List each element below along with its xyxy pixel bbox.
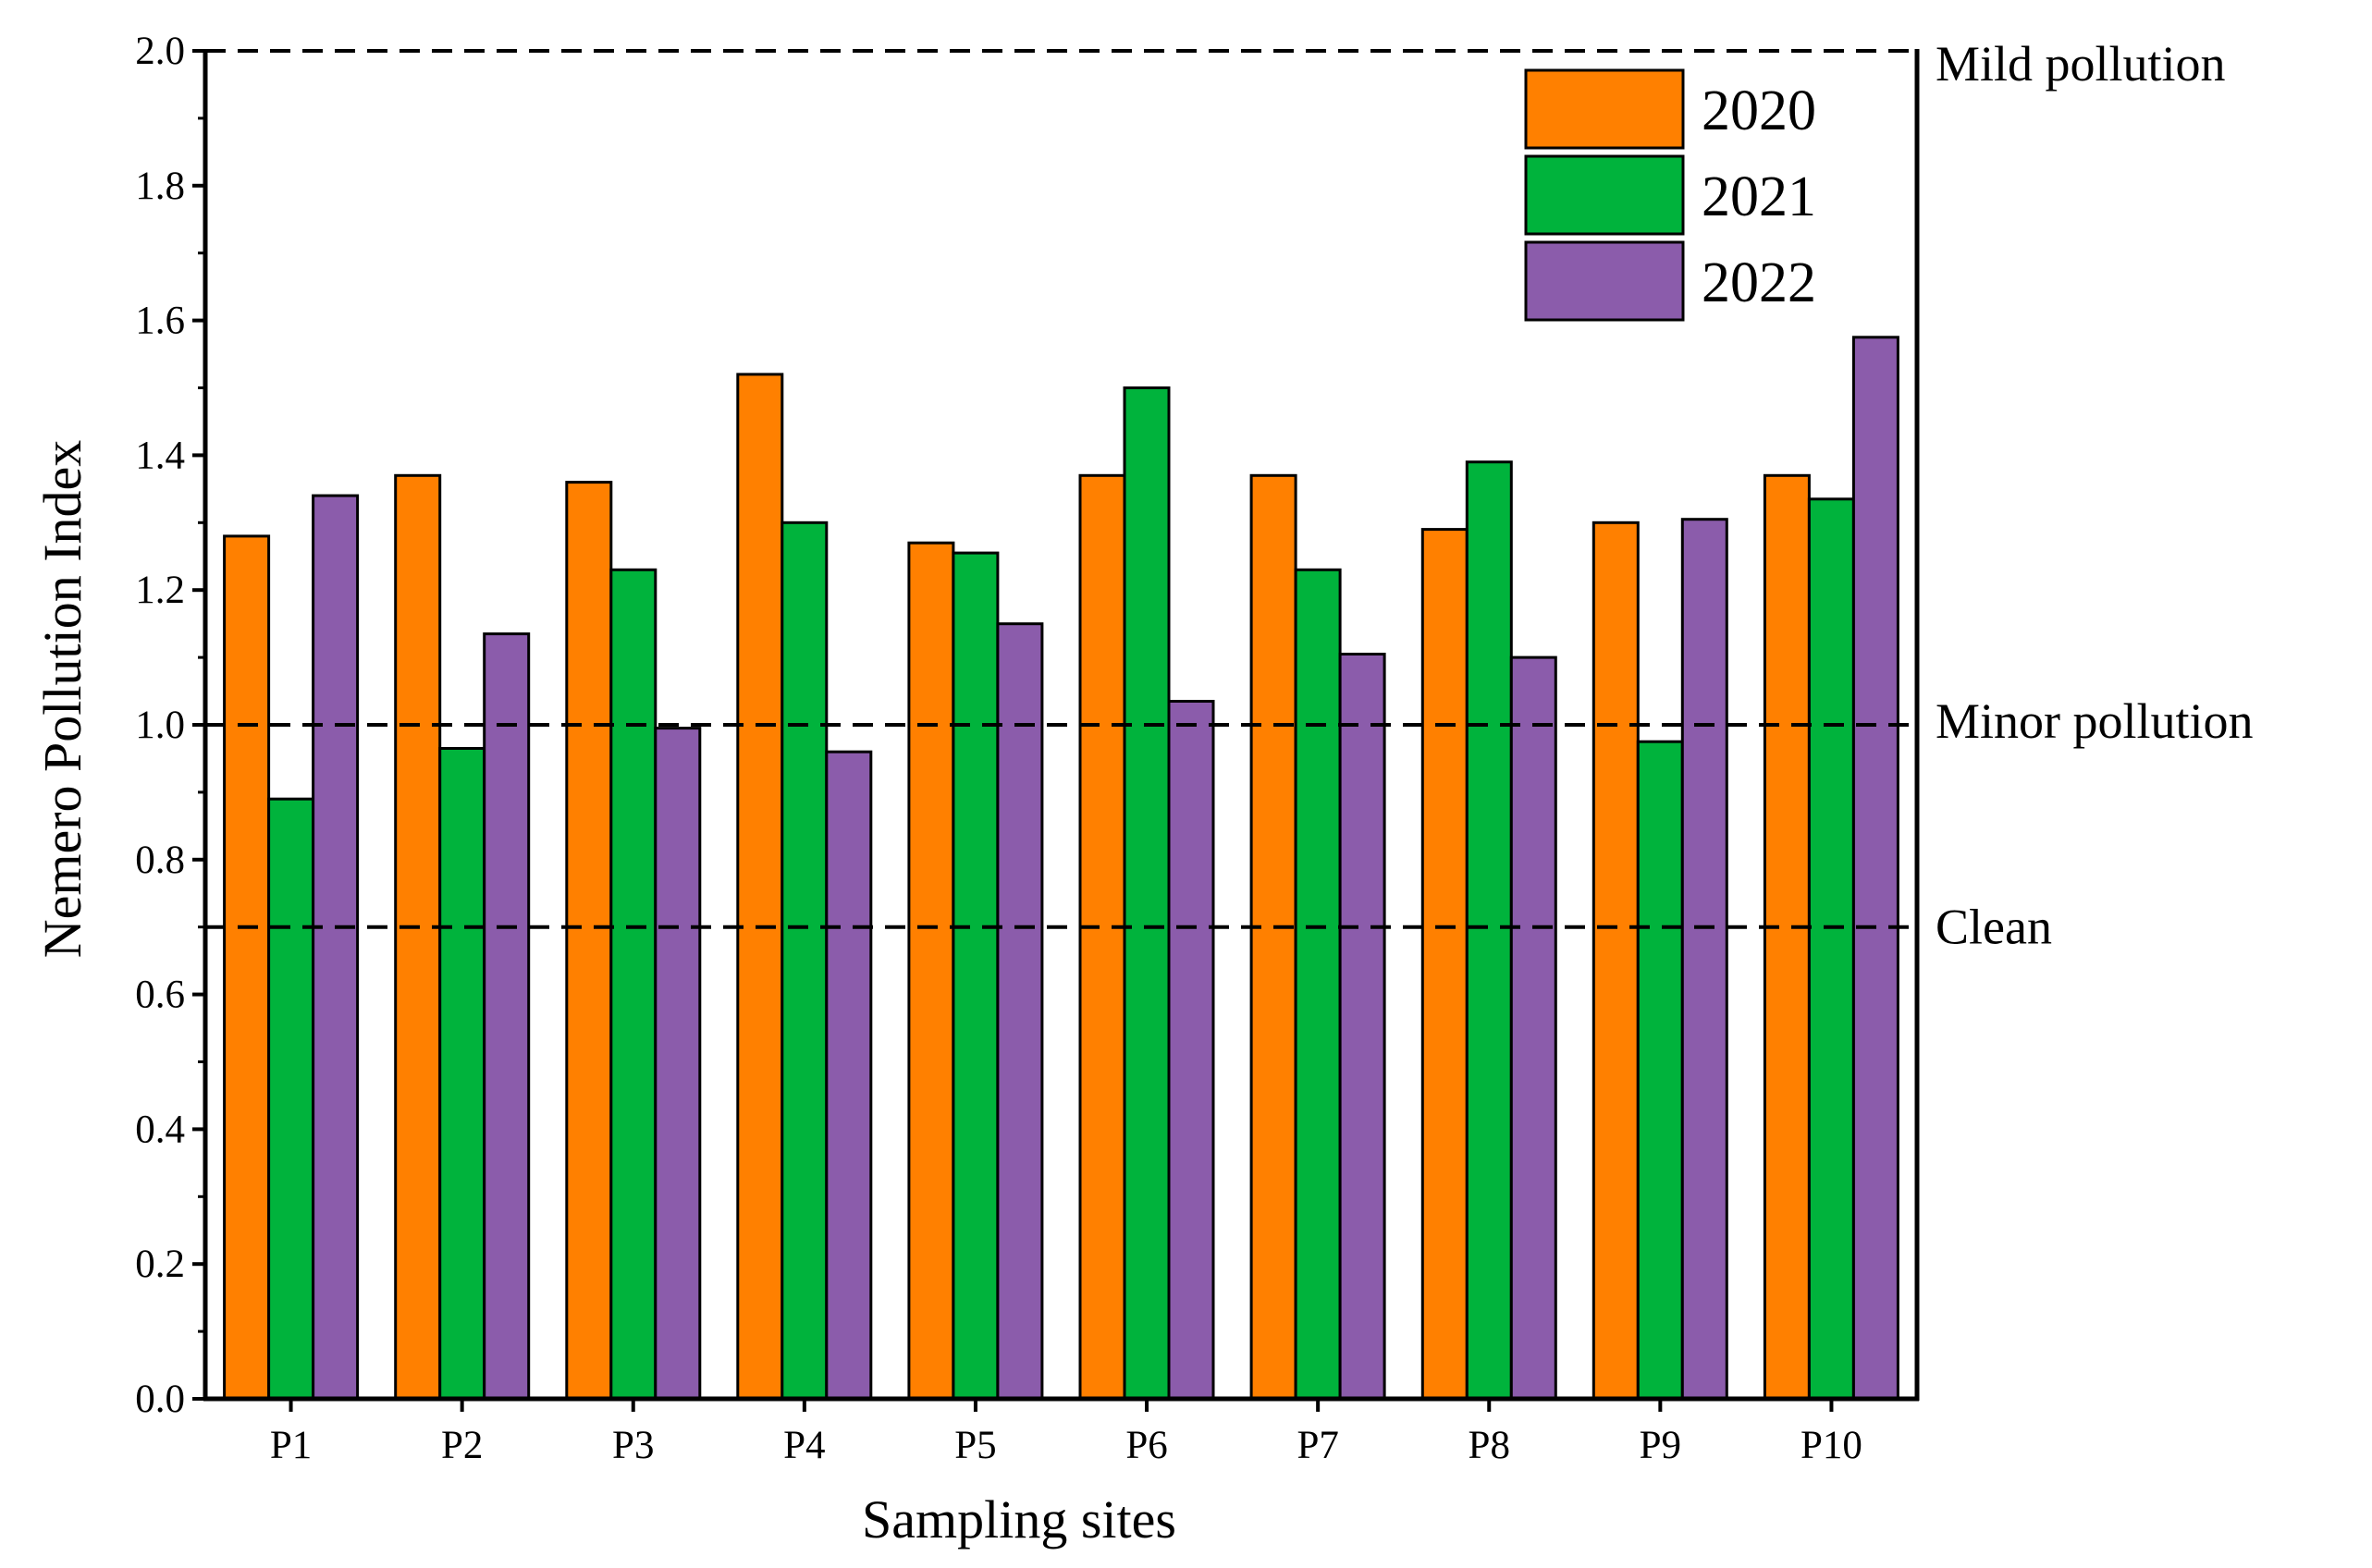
legend: 2020 2021 2022 bbox=[1524, 68, 1816, 322]
bar-2021-P3 bbox=[609, 568, 658, 1401]
bar-2020-P3 bbox=[565, 481, 613, 1401]
bar-2021-P4 bbox=[780, 521, 829, 1401]
x-axis-title: Sampling sites bbox=[862, 1489, 1176, 1550]
x-tick-label: P9 bbox=[1640, 1424, 1681, 1467]
bar-2020-P6 bbox=[1078, 473, 1126, 1401]
legend-label: 2020 bbox=[1702, 80, 1816, 142]
bar-2020-P4 bbox=[736, 373, 784, 1401]
bar-2021-P7 bbox=[1294, 568, 1342, 1401]
bar-2021-P10 bbox=[1807, 497, 1855, 1401]
bar-2022-P10 bbox=[1851, 336, 1899, 1401]
y-tick-label: 0.6 bbox=[135, 974, 185, 1017]
legend-swatch-2020 bbox=[1524, 68, 1685, 150]
bar-2022-P8 bbox=[1509, 655, 1557, 1401]
y-tick-label: 0.8 bbox=[135, 839, 185, 882]
reference-lines-group: Mild pollution Minor pollution Clean bbox=[205, 36, 2254, 955]
y-tick-label: 2.0 bbox=[135, 30, 185, 73]
bar-2020-P9 bbox=[1592, 521, 1640, 1401]
bar-2021-P8 bbox=[1465, 460, 1513, 1401]
bar-2021-P2 bbox=[438, 747, 486, 1401]
bar-2022-P1 bbox=[312, 494, 360, 1401]
bar-2020-P2 bbox=[394, 473, 442, 1401]
bar-2022-P3 bbox=[654, 727, 702, 1401]
y-tick-label: 1.8 bbox=[135, 165, 185, 208]
bar-2020-P8 bbox=[1420, 528, 1469, 1401]
x-tick-label: P8 bbox=[1469, 1424, 1510, 1467]
y-tick-label: 0.2 bbox=[135, 1243, 185, 1286]
y-tick-label: 0.0 bbox=[135, 1378, 185, 1421]
x-tick-label: P3 bbox=[612, 1424, 654, 1467]
x-tick-label: P5 bbox=[954, 1424, 996, 1467]
x-tick-label: P1 bbox=[270, 1424, 312, 1467]
bar-2022-P5 bbox=[996, 622, 1044, 1401]
legend-swatch-2022 bbox=[1524, 240, 1685, 322]
bar-2020-P5 bbox=[907, 541, 955, 1401]
reference-line-label: Clean bbox=[1936, 900, 2052, 955]
y-tick-label: 1.0 bbox=[135, 704, 185, 747]
bar-2020-P10 bbox=[1763, 473, 1811, 1401]
y-axis-title: Nemero Pollution Index bbox=[32, 440, 92, 959]
x-tick-label: P10 bbox=[1801, 1424, 1862, 1467]
y-tick-label: 1.6 bbox=[135, 300, 185, 343]
y-tick-label: 1.2 bbox=[135, 569, 185, 612]
bar-2022-P2 bbox=[483, 632, 531, 1401]
bar-2020-P7 bbox=[1249, 473, 1297, 1401]
x-tick-label: P4 bbox=[783, 1424, 825, 1467]
bar-2022-P4 bbox=[825, 750, 873, 1401]
y-tick-label: 1.4 bbox=[135, 434, 185, 477]
legend-label: 2022 bbox=[1702, 251, 1816, 314]
x-tick-label: P7 bbox=[1297, 1424, 1338, 1467]
axes-group: 0.0 0.2 0.4 0.6 0.8 1.0 1.2 1.4 1.6 1.8 2.0 P1 P2 P3 P… bbox=[135, 30, 1920, 1467]
bar-2022-P6 bbox=[1167, 700, 1215, 1401]
x-tick-label: P6 bbox=[1125, 1424, 1167, 1467]
bars-group bbox=[223, 336, 1899, 1401]
reference-line-label: Mild pollution bbox=[1936, 36, 2226, 92]
bar-2021-P5 bbox=[952, 551, 1000, 1401]
x-tick-label: P2 bbox=[441, 1424, 483, 1467]
y-tick-label: 0.4 bbox=[135, 1108, 185, 1151]
bar-2021-P9 bbox=[1636, 740, 1684, 1401]
bar-2021-P6 bbox=[1123, 386, 1171, 1401]
bar-2020-P1 bbox=[223, 534, 271, 1401]
bar-2022-P7 bbox=[1338, 653, 1386, 1401]
legend-swatch-2021 bbox=[1524, 154, 1685, 236]
bar-2021-P1 bbox=[267, 797, 315, 1401]
bar-2022-P9 bbox=[1680, 518, 1728, 1401]
legend-label: 2021 bbox=[1702, 165, 1816, 228]
reference-line-label: Minor pollution bbox=[1936, 693, 2254, 749]
